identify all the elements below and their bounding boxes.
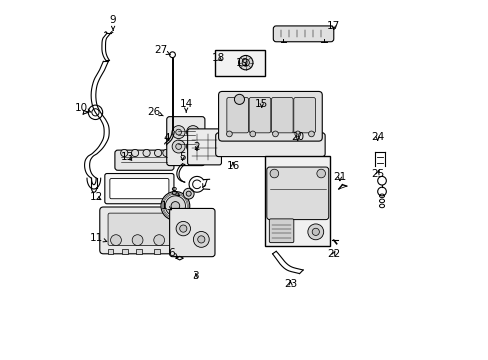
Circle shape xyxy=(272,131,278,137)
FancyBboxPatch shape xyxy=(271,98,292,133)
Circle shape xyxy=(294,131,300,137)
Text: 22: 22 xyxy=(326,249,340,259)
Circle shape xyxy=(142,149,150,157)
Bar xyxy=(154,249,160,254)
FancyBboxPatch shape xyxy=(100,207,182,254)
Circle shape xyxy=(226,131,232,137)
Text: 16: 16 xyxy=(226,161,239,171)
FancyBboxPatch shape xyxy=(293,98,315,133)
Circle shape xyxy=(269,169,278,178)
Text: 6: 6 xyxy=(168,248,178,258)
Text: 19: 19 xyxy=(236,58,249,68)
FancyBboxPatch shape xyxy=(215,133,325,157)
Text: 18: 18 xyxy=(211,53,225,63)
Ellipse shape xyxy=(177,145,194,149)
Text: 23: 23 xyxy=(284,279,297,289)
Text: 15: 15 xyxy=(255,99,268,109)
Circle shape xyxy=(238,55,252,70)
FancyBboxPatch shape xyxy=(187,129,221,165)
Text: 8: 8 xyxy=(169,186,179,197)
Circle shape xyxy=(197,236,204,243)
Text: 9: 9 xyxy=(110,15,116,30)
Circle shape xyxy=(186,140,199,153)
FancyBboxPatch shape xyxy=(273,26,333,42)
Text: 2: 2 xyxy=(193,142,200,152)
Circle shape xyxy=(154,149,162,157)
FancyBboxPatch shape xyxy=(110,179,168,199)
Circle shape xyxy=(193,231,209,247)
Bar xyxy=(122,249,127,254)
Text: 3: 3 xyxy=(192,271,199,282)
Circle shape xyxy=(163,149,170,157)
Circle shape xyxy=(110,235,121,246)
Circle shape xyxy=(172,126,185,139)
Bar xyxy=(168,249,174,254)
Text: 10: 10 xyxy=(75,103,91,113)
Circle shape xyxy=(242,59,249,66)
FancyBboxPatch shape xyxy=(266,167,328,220)
Text: 12: 12 xyxy=(90,192,103,202)
Text: 25: 25 xyxy=(370,168,384,179)
Text: 24: 24 xyxy=(370,132,384,142)
Circle shape xyxy=(153,235,164,246)
Circle shape xyxy=(179,225,186,232)
Circle shape xyxy=(175,144,181,149)
Text: 13: 13 xyxy=(121,152,134,162)
Bar xyxy=(265,156,329,246)
FancyBboxPatch shape xyxy=(218,91,322,141)
Circle shape xyxy=(308,131,314,137)
Circle shape xyxy=(186,191,191,196)
Circle shape xyxy=(190,144,196,149)
Circle shape xyxy=(190,129,196,135)
FancyBboxPatch shape xyxy=(108,213,174,246)
Bar xyxy=(177,126,194,147)
Text: 17: 17 xyxy=(326,21,340,31)
Bar xyxy=(107,249,113,254)
Circle shape xyxy=(165,196,185,216)
Circle shape xyxy=(307,224,323,240)
FancyBboxPatch shape xyxy=(169,208,215,257)
FancyBboxPatch shape xyxy=(226,98,248,133)
Circle shape xyxy=(186,126,199,139)
FancyBboxPatch shape xyxy=(249,98,270,133)
Ellipse shape xyxy=(177,123,194,129)
Circle shape xyxy=(316,169,325,178)
Circle shape xyxy=(131,149,139,157)
Text: 20: 20 xyxy=(291,132,304,142)
Text: 27: 27 xyxy=(154,45,170,55)
Bar xyxy=(215,50,264,76)
Circle shape xyxy=(234,94,244,104)
FancyBboxPatch shape xyxy=(104,174,174,204)
Text: 4: 4 xyxy=(163,132,170,143)
Text: 26: 26 xyxy=(147,107,163,117)
Bar xyxy=(136,249,142,254)
Text: 1: 1 xyxy=(161,201,171,211)
Circle shape xyxy=(121,149,127,157)
Circle shape xyxy=(249,131,255,137)
FancyBboxPatch shape xyxy=(166,117,204,166)
Circle shape xyxy=(183,188,194,199)
Text: 5: 5 xyxy=(179,152,185,162)
Text: 14: 14 xyxy=(179,99,192,112)
Text: 7: 7 xyxy=(201,179,207,189)
Circle shape xyxy=(311,228,319,235)
FancyBboxPatch shape xyxy=(115,150,174,170)
Circle shape xyxy=(172,140,185,153)
Circle shape xyxy=(161,192,189,220)
Circle shape xyxy=(175,129,181,135)
FancyBboxPatch shape xyxy=(269,219,293,243)
Text: 11: 11 xyxy=(90,233,106,243)
Circle shape xyxy=(176,221,190,236)
Circle shape xyxy=(132,235,142,246)
Text: 21: 21 xyxy=(333,172,346,182)
Circle shape xyxy=(171,202,179,210)
